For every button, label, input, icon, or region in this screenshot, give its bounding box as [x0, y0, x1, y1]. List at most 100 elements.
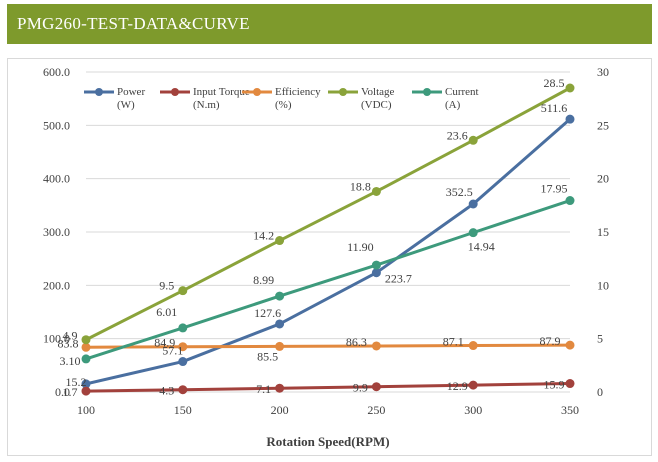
legend-label: Input Torque	[193, 86, 250, 98]
data-point	[468, 228, 478, 238]
data-label: 9.5	[159, 279, 174, 293]
y-tick-label-right: 20	[597, 172, 609, 186]
legend-unit: (A)	[445, 99, 461, 111]
data-label: 14.2	[253, 229, 274, 243]
data-label: 511.6	[541, 101, 568, 115]
series-line	[85, 382, 571, 393]
data-point	[371, 382, 381, 392]
series-line	[85, 118, 571, 386]
data-label: 84.9	[154, 336, 175, 350]
data-point	[468, 341, 478, 351]
legend-unit: (W)	[117, 99, 135, 111]
data-label: 6.01	[156, 305, 177, 319]
legend-marker	[339, 88, 347, 96]
data-label: 87.9	[540, 334, 561, 348]
data-point	[468, 380, 478, 390]
legend-marker	[171, 88, 179, 96]
data-label: 127.6	[254, 306, 281, 320]
x-tick-label: 100	[77, 403, 95, 417]
legend-label: Power	[117, 86, 145, 98]
data-point	[371, 341, 381, 351]
data-label: 15.9	[544, 378, 565, 392]
legend-label: Efficiency	[275, 86, 321, 98]
y-tick-label-right: 25	[597, 118, 609, 132]
legend-label: Voltage	[361, 86, 395, 98]
y-tick-label-left: 400.0	[43, 172, 70, 186]
data-label: 14.94	[468, 240, 495, 254]
y-tick-label-right: 30	[597, 65, 609, 79]
x-tick-label: 300	[464, 403, 482, 417]
y-tick-label-right: 0	[597, 385, 603, 399]
data-label: 85.5	[257, 349, 278, 363]
data-label: 23.6	[447, 128, 468, 142]
data-label: 15.2	[66, 375, 87, 389]
data-point	[275, 319, 285, 329]
legend-unit: (%)	[275, 99, 292, 111]
chart-title: PMG260-TEST-DATA&CURVE	[17, 14, 250, 33]
data-label: 7.1	[256, 382, 271, 396]
data-label: 4.3	[159, 384, 174, 398]
data-label: 223.7	[385, 272, 412, 286]
data-point	[81, 354, 91, 364]
data-point	[81, 335, 91, 345]
data-label: 57.1	[162, 344, 183, 358]
legend-marker	[253, 88, 261, 96]
data-point	[565, 379, 575, 389]
x-tick-label: 150	[174, 403, 192, 417]
data-label: 83.8	[58, 336, 79, 350]
data-point	[565, 196, 575, 206]
x-tick-label: 250	[367, 403, 385, 417]
y-tick-label-left: 600.0	[43, 65, 70, 79]
data-point	[371, 186, 381, 196]
legend-marker	[95, 88, 103, 96]
data-label: 9.9	[353, 381, 368, 395]
data-label: 1.7	[63, 385, 78, 399]
data-label: 4.9	[63, 329, 78, 343]
y-tick-label-right: 15	[597, 225, 609, 239]
data-label: 87.1	[443, 335, 464, 349]
data-label: 17.95	[541, 182, 568, 196]
data-point	[275, 291, 285, 301]
data-label: 11.90	[347, 240, 374, 254]
y-tick-label-right: 10	[597, 278, 609, 292]
y-tick-label-left: 0.0	[55, 385, 70, 399]
data-label: 352.5	[446, 185, 473, 199]
data-point	[565, 340, 575, 350]
data-point	[178, 385, 188, 395]
data-point	[81, 379, 91, 389]
data-point	[565, 83, 575, 93]
y-tick-label-left: 200.0	[43, 278, 70, 292]
data-point	[371, 268, 381, 278]
data-point	[275, 341, 285, 351]
chart-banner: PMG260-TEST-DATA&CURVE	[7, 4, 652, 44]
legend-marker	[423, 88, 431, 96]
data-point	[81, 386, 91, 396]
x-axis-label: Rotation Speed(RPM)	[266, 434, 389, 449]
data-point	[275, 383, 285, 393]
x-tick-label: 350	[561, 403, 579, 417]
data-label: 86.3	[346, 335, 367, 349]
data-point	[565, 114, 575, 124]
data-point	[178, 323, 188, 333]
data-point	[178, 357, 188, 367]
y-tick-label-right: 5	[597, 332, 603, 346]
chart-frame	[7, 58, 652, 456]
legend-unit: (VDC)	[361, 99, 392, 111]
y-tick-label-left: 300.0	[43, 225, 70, 239]
data-label: 12.9	[447, 379, 468, 393]
y-tick-label-left: 500.0	[43, 118, 70, 132]
data-point	[178, 342, 188, 352]
data-label: 28.5	[544, 76, 565, 90]
data-point	[178, 286, 188, 296]
data-label: 3.10	[60, 354, 81, 368]
data-point	[275, 236, 285, 246]
data-point	[468, 135, 478, 145]
data-point	[468, 199, 478, 209]
data-label: 18.8	[350, 179, 371, 193]
series-line	[85, 86, 571, 342]
x-tick-label: 200	[271, 403, 289, 417]
data-point	[81, 342, 91, 352]
data-label: 8.99	[253, 273, 274, 287]
series-line	[85, 343, 571, 349]
